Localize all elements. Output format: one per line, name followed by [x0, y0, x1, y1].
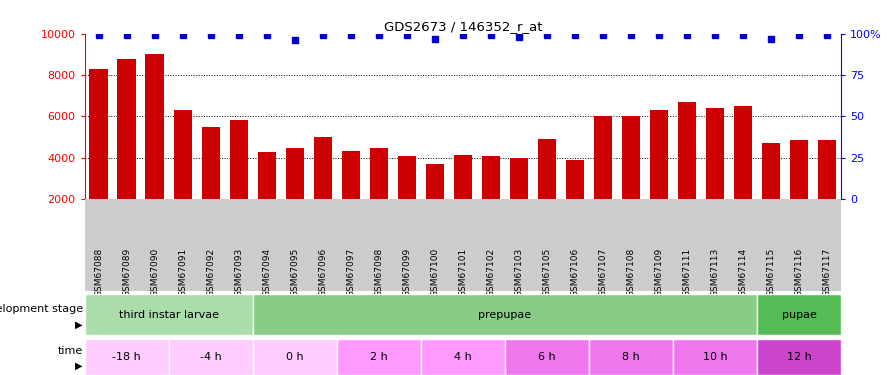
Bar [734, 106, 752, 199]
Bar [757, 294, 841, 335]
Text: pupae: pupae [781, 310, 816, 320]
Text: ▶: ▶ [76, 320, 83, 330]
Bar [673, 339, 757, 375]
Bar [230, 120, 247, 199]
Bar [85, 294, 253, 335]
Bar [706, 108, 724, 199]
Text: prepupae: prepupae [478, 310, 531, 320]
Text: 10 h: 10 h [702, 352, 727, 362]
Bar [369, 148, 388, 199]
Bar [622, 116, 640, 199]
Bar [421, 339, 505, 375]
Bar [481, 156, 500, 199]
Text: development stage: development stage [0, 303, 83, 313]
Text: 8 h: 8 h [622, 352, 640, 362]
Text: 6 h: 6 h [538, 352, 555, 362]
Bar [168, 339, 253, 375]
Text: ▶: ▶ [76, 361, 83, 371]
Bar [650, 110, 668, 199]
Bar [145, 54, 164, 199]
Bar [589, 339, 673, 375]
Bar [286, 148, 303, 199]
Bar [425, 164, 444, 199]
Bar [818, 140, 836, 199]
Text: time: time [58, 346, 83, 357]
Bar [117, 58, 135, 199]
Title: GDS2673 / 146352_r_at: GDS2673 / 146352_r_at [384, 20, 542, 33]
Bar [594, 116, 612, 199]
Bar [398, 156, 416, 199]
Bar [454, 155, 472, 199]
Bar [678, 102, 696, 199]
Bar [757, 339, 841, 375]
Bar [538, 139, 556, 199]
Bar [85, 339, 168, 375]
Bar [566, 160, 584, 199]
Bar [90, 69, 108, 199]
Bar [510, 158, 528, 199]
Bar [313, 137, 332, 199]
Text: -4 h: -4 h [199, 352, 222, 362]
Bar [174, 110, 191, 199]
Text: 4 h: 4 h [454, 352, 472, 362]
Text: 2 h: 2 h [370, 352, 388, 362]
Text: 12 h: 12 h [787, 352, 812, 362]
Bar [253, 339, 336, 375]
Bar [762, 143, 781, 199]
Text: third instar larvae: third instar larvae [118, 310, 219, 320]
Bar [342, 151, 360, 199]
Text: 0 h: 0 h [286, 352, 303, 362]
Bar [336, 339, 421, 375]
Bar [253, 294, 757, 335]
Text: -18 h: -18 h [112, 352, 141, 362]
Bar [201, 127, 220, 199]
Bar [790, 140, 808, 199]
Bar [505, 339, 589, 375]
Bar [257, 152, 276, 199]
